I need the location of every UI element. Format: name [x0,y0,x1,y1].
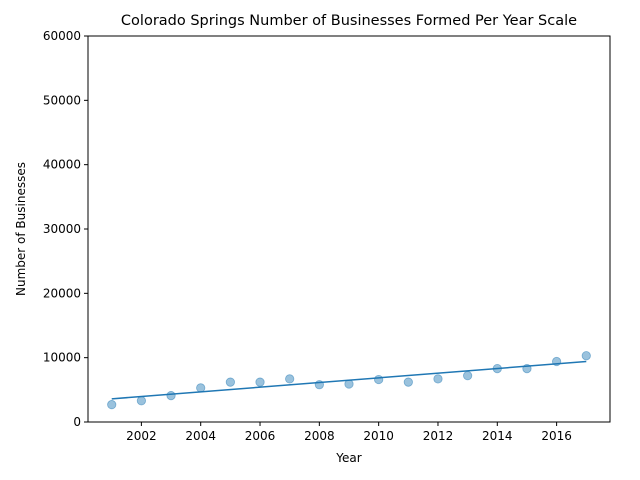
y-tick-label: 0 [73,415,81,429]
x-tick-label: 2004 [185,429,216,443]
y-tick-label: 40000 [43,158,81,172]
data-point [314,380,324,390]
x-tick-label: 2012 [423,429,454,443]
x-tick-label: 2014 [482,429,513,443]
data-point [344,379,354,389]
data-point [522,364,532,374]
data-point [285,374,295,384]
y-axis: 0 10000 20000 30000 40000 50000 60000 [43,29,88,429]
x-tick-label: 2008 [304,429,335,443]
x-tick-label: 2016 [541,429,572,443]
y-tick-label: 30000 [43,222,81,236]
data-points [107,351,591,410]
data-point [492,364,502,374]
plot-area [87,35,611,423]
data-point [552,356,562,367]
data-point [581,351,591,361]
data-point [255,377,265,387]
x-tick-label: 2006 [245,429,276,443]
data-point [433,374,443,384]
y-axis-label: Number of Businesses [14,162,28,296]
data-point [403,377,413,387]
x-axis: 2002 2004 2006 2008 2010 2012 2014 2016 [126,422,572,443]
x-axis-label: Year [335,451,361,465]
y-tick-label: 60000 [43,29,81,43]
data-point [166,391,176,401]
data-point [196,383,206,393]
data-point [374,374,384,385]
data-point [225,377,235,387]
data-point [136,396,146,406]
chart-title: Colorado Springs Number of Businesses Fo… [121,13,577,29]
data-point [107,400,117,410]
x-tick-label: 2010 [363,429,394,443]
y-tick-label: 50000 [43,93,81,107]
y-tick-label: 10000 [43,351,81,365]
x-tick-label: 2002 [126,429,157,443]
y-tick-label: 20000 [43,286,81,300]
data-point [463,371,473,381]
